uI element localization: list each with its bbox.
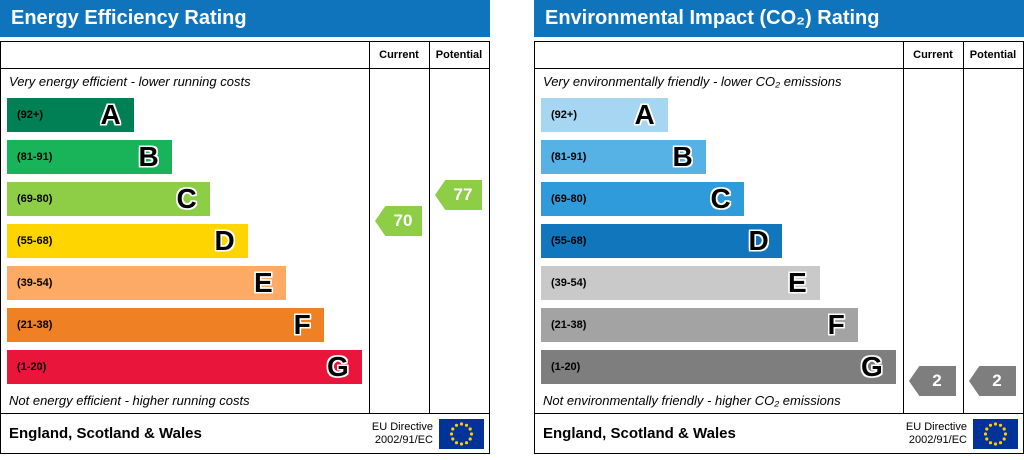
- co2-potential-rating-marker: 2: [969, 366, 1016, 396]
- co2-band-bar-d: (55-68) D: [541, 224, 782, 258]
- potential-column-divider: [963, 42, 964, 413]
- band-range-label: (81-91): [17, 151, 53, 163]
- band-letter: B: [138, 141, 159, 172]
- energy-band-bar-b: (81-91) B: [7, 140, 172, 174]
- energy-bottom-note: Not energy efficient - higher running co…: [9, 393, 250, 408]
- band-letter: F: [293, 309, 311, 340]
- band-range-label: (1-20): [17, 361, 47, 373]
- eu-flag-icon: [439, 418, 484, 449]
- co2-band-bar-e: (39-54) E: [541, 266, 820, 300]
- band-range-label: (92+): [17, 109, 43, 121]
- co2-current-rating-value: 2: [932, 371, 942, 390]
- band-letter: D: [214, 225, 235, 256]
- band-range-label: (21-38): [551, 319, 587, 331]
- eu-directive-line1: EU Directive: [371, 420, 433, 433]
- band-range-label: (21-38): [17, 319, 53, 331]
- band-range-label: (69-80): [551, 193, 587, 205]
- co2-footer: England, Scotland & Wales EU Directive 2…: [535, 413, 1023, 453]
- band-range-label: (39-54): [551, 277, 587, 289]
- co2-potential-column-header: Potential: [969, 49, 1017, 61]
- environmental-impact-panel: Environmental Impact (CO₂) Rating Curren…: [534, 0, 1024, 454]
- band-letter: C: [176, 183, 197, 214]
- co2-band-row-b: (81-91) B: [535, 136, 903, 178]
- potential-column-divider: [429, 42, 430, 413]
- eu-directive-line1: EU Directive: [905, 420, 967, 433]
- energy-current-rating-value: 70: [393, 211, 413, 230]
- band-letter: F: [827, 309, 845, 340]
- band-range-label: (92+): [551, 109, 577, 121]
- band-range-label: (55-68): [17, 235, 53, 247]
- current-column-divider: [369, 42, 370, 413]
- energy-band-row-c: (69-80) C: [1, 178, 369, 220]
- co2-rating-table: Current Potential Very environmentally f…: [534, 41, 1024, 454]
- eu-directive-line2: 2002/91/EC: [908, 433, 967, 446]
- energy-band-bar-f: (21-38) F: [7, 308, 324, 342]
- band-range-label: (81-91): [551, 151, 587, 163]
- current-column-divider: [903, 42, 904, 413]
- band-range-label: (1-20): [551, 361, 581, 373]
- header-divider: [1, 68, 489, 69]
- energy-rating-table: Current Potential Very energy efficient …: [0, 41, 490, 454]
- band-letter: G: [860, 351, 883, 382]
- band-range-label: (69-80): [17, 193, 53, 205]
- energy-band-bar-d: (55-68) D: [7, 224, 248, 258]
- band-letter: D: [748, 225, 769, 256]
- eu-directive-line2: 2002/91/EC: [374, 433, 433, 446]
- energy-band-row-f: (21-38) F: [1, 304, 369, 346]
- band-letter: E: [788, 267, 807, 298]
- co2-band-bar-b: (81-91) B: [541, 140, 706, 174]
- energy-band-row-d: (55-68) D: [1, 220, 369, 262]
- co2-band-row-e: (39-54) E: [535, 262, 903, 304]
- band-letter: A: [634, 99, 655, 130]
- co2-top-note: Very environmentally friendly - lower CO…: [543, 74, 842, 89]
- co2-band-bar-f: (21-38) F: [541, 308, 858, 342]
- energy-band-row-a: (92+) A: [1, 94, 369, 136]
- band-letter: B: [672, 141, 693, 172]
- co2-band-bar-a: (92+) A: [541, 98, 668, 132]
- eu-directive-label: EU Directive 2002/91/EC: [906, 421, 967, 447]
- energy-potential-rating-value: 77: [453, 185, 473, 204]
- energy-potential-rating-marker: 77: [435, 180, 482, 210]
- co2-band-row-c: (69-80) C: [535, 178, 903, 220]
- co2-band-row-f: (21-38) F: [535, 304, 903, 346]
- co2-current-column-header: Current: [913, 49, 953, 61]
- energy-band-row-b: (81-91) B: [1, 136, 369, 178]
- co2-potential-rating-value: 2: [992, 371, 1002, 390]
- co2-band-row-g: (1-20) G: [535, 346, 903, 388]
- energy-band-bar-g: (1-20) G: [7, 350, 362, 384]
- co2-band-row-d: (55-68) D: [535, 220, 903, 262]
- co2-band-bar-c: (69-80) C: [541, 182, 744, 216]
- energy-bands: (92+) A (81-91) B (69-80) C (55-68): [1, 94, 369, 388]
- co2-bands: (92+) A (81-91) B (69-80) C (55-68): [535, 94, 903, 388]
- energy-footer: England, Scotland & Wales EU Directive 2…: [1, 413, 489, 453]
- band-letter: G: [326, 351, 349, 382]
- energy-top-note: Very energy efficient - lower running co…: [9, 74, 251, 89]
- band-letter: A: [100, 99, 121, 130]
- header-divider: [535, 68, 1023, 69]
- region-label: England, Scotland & Wales: [543, 425, 736, 442]
- energy-current-rating-marker: 70: [375, 206, 422, 236]
- band-letter: C: [710, 183, 731, 214]
- energy-band-row-g: (1-20) G: [1, 346, 369, 388]
- energy-band-bar-a: (92+) A: [7, 98, 134, 132]
- energy-band-bar-e: (39-54) E: [7, 266, 286, 300]
- co2-band-bar-g: (1-20) G: [541, 350, 896, 384]
- energy-band-bar-c: (69-80) C: [7, 182, 210, 216]
- co2-panel-title: Environmental Impact (CO₂) Rating: [534, 0, 1024, 37]
- co2-bottom-note: Not environmentally friendly - higher CO…: [543, 393, 841, 408]
- region-label: England, Scotland & Wales: [9, 425, 202, 442]
- eu-directive-label: EU Directive 2002/91/EC: [372, 421, 433, 447]
- band-letter: E: [254, 267, 273, 298]
- energy-band-row-e: (39-54) E: [1, 262, 369, 304]
- eu-flag-icon: [973, 418, 1018, 449]
- band-range-label: (39-54): [17, 277, 53, 289]
- energy-panel-title: Energy Efficiency Rating: [0, 0, 490, 37]
- band-range-label: (55-68): [551, 235, 587, 247]
- co2-current-rating-marker: 2: [909, 366, 956, 396]
- energy-current-column-header: Current: [379, 49, 419, 61]
- co2-band-row-a: (92+) A: [535, 94, 903, 136]
- energy-efficiency-panel: Energy Efficiency Rating Current Potenti…: [0, 0, 490, 454]
- energy-potential-column-header: Potential: [435, 49, 483, 61]
